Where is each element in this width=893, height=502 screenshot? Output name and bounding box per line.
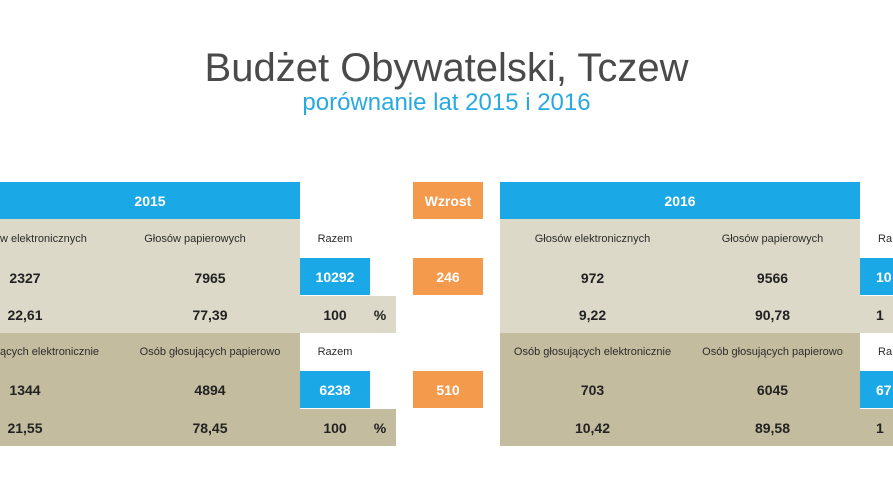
row-2016-persons-labels: Osób głosujących elektronicznie Osób gło… bbox=[500, 333, 860, 371]
pct-2015-persons-paper: 78,45 bbox=[192, 419, 228, 436]
pct-2016-persons-total: 1 bbox=[876, 419, 884, 436]
value-2016-persons-electronic: 703 bbox=[580, 382, 605, 398]
pct-2015-persons-sign: % bbox=[373, 419, 387, 436]
value-2016-persons-total: 67 bbox=[860, 371, 893, 408]
pct-2015-votes-electronic: 22,61 bbox=[7, 306, 43, 323]
header-2015: 2015 bbox=[0, 182, 300, 219]
label-2015-persons-total: Razem bbox=[317, 346, 353, 358]
value-2015-votes-paper: 7965 bbox=[194, 269, 226, 286]
row-2015-persons-pct: 21,55 78,45 100 % bbox=[0, 409, 396, 446]
row-2015-votes-values: 2327 7965 bbox=[0, 259, 300, 296]
label-2015-votes-total: Razem bbox=[317, 233, 353, 245]
label-2016-persons-electronic: Osób głosujących elektronicznie bbox=[513, 346, 672, 358]
value-wzrost-persons: 510 bbox=[413, 371, 483, 408]
value-2015-persons-electronic: 1344 bbox=[9, 382, 41, 398]
row-2016-votes-values: 972 9566 bbox=[500, 259, 860, 296]
pct-2015-votes-sign: % bbox=[373, 306, 387, 323]
value-2015-persons-paper: 4894 bbox=[194, 382, 226, 398]
row-2016-votes-labels: Głosów elektronicznych Głosów papierowyc… bbox=[500, 219, 860, 259]
pct-2016-votes-total: 1 bbox=[876, 306, 884, 323]
value-2015-persons-total: 6238 bbox=[300, 371, 370, 408]
value-wzrost-votes: 246 bbox=[413, 258, 483, 295]
row-2015-persons-values: 1344 4894 bbox=[0, 371, 300, 409]
label-2015-votes-paper: Głosów papierowych bbox=[144, 233, 246, 245]
row-2016-persons-values: 703 6045 bbox=[500, 371, 860, 409]
row-2015-votes-labels: w elektronicznych Głosów papierowych bbox=[0, 219, 300, 259]
pct-2015-persons-electronic: 21,55 bbox=[7, 419, 43, 436]
row-2015-persons-labels: ących elektronicznie Osób głosujących pa… bbox=[0, 333, 300, 371]
slide-title: Budżet Obywatelski, Tczew bbox=[204, 46, 689, 90]
value-2016-votes-electronic: 972 bbox=[580, 269, 605, 286]
label-2016-votes-total: Ra bbox=[878, 233, 893, 245]
label-2016-votes-paper: Głosów papierowych bbox=[721, 233, 824, 245]
value-2016-persons-paper: 6045 bbox=[756, 382, 789, 398]
row-2016-persons-pct: 10,42 89,58 1 bbox=[500, 409, 893, 446]
label-2016-persons-total: Ra bbox=[878, 346, 893, 358]
pct-2015-persons-total: 100 bbox=[323, 419, 347, 436]
value-2015-votes-electronic: 2327 bbox=[9, 269, 41, 286]
label-2016-votes-electronic: Głosów elektronicznych bbox=[534, 233, 651, 245]
label-2016-persons-paper: Osób głosujących papierowo bbox=[702, 346, 843, 358]
pct-2015-votes-paper: 77,39 bbox=[192, 306, 228, 323]
header-wzrost: Wzrost bbox=[413, 182, 483, 219]
row-2015-votes-pct: 22,61 77,39 100 % bbox=[0, 296, 396, 333]
pct-2015-votes-total: 100 bbox=[323, 306, 347, 323]
value-2016-votes-paper: 9566 bbox=[756, 269, 789, 286]
label-2015-persons-electronic: ących elektronicznie bbox=[0, 346, 100, 358]
value-2015-votes-total: 10292 bbox=[300, 258, 370, 295]
pct-2016-persons-electronic: 10,42 bbox=[574, 419, 611, 436]
row-2016-votes-pct: 9,22 90,78 1 bbox=[500, 296, 893, 333]
label-2015-votes-electronic: w elektronicznych bbox=[0, 233, 87, 245]
pct-2016-votes-electronic: 9,22 bbox=[578, 306, 607, 323]
slide-subtitle: porównanie lat 2015 i 2016 bbox=[302, 89, 591, 116]
pct-2016-votes-paper: 90,78 bbox=[754, 306, 791, 323]
header-2016: 2016 bbox=[500, 182, 860, 219]
pct-2016-persons-paper: 89,58 bbox=[754, 419, 791, 436]
value-2016-votes-total: 10 bbox=[860, 258, 893, 295]
label-2015-persons-paper: Osób głosujących papierowo bbox=[139, 346, 281, 358]
